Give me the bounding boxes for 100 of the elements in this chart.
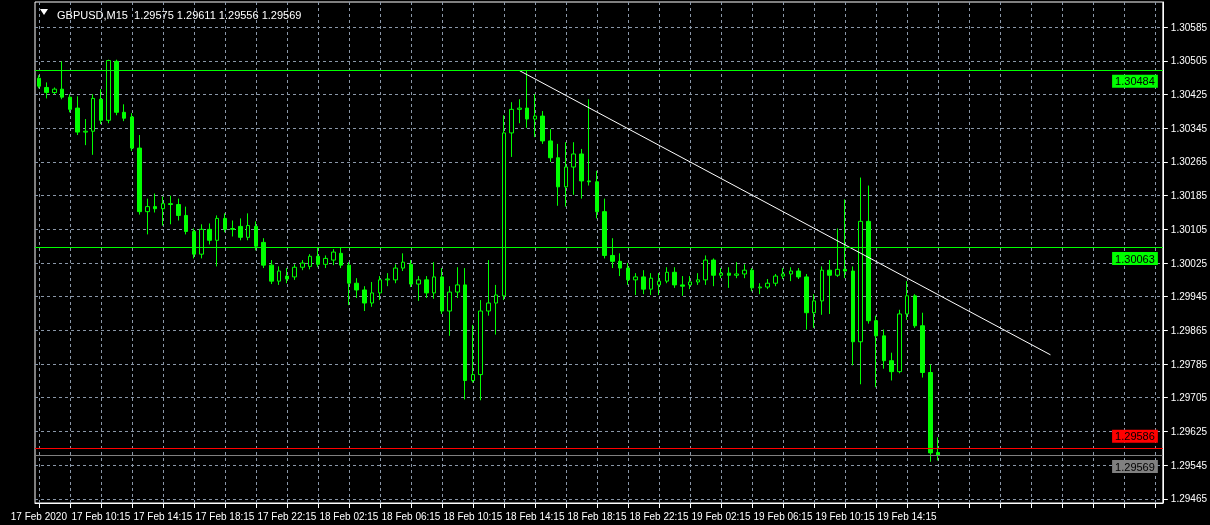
candlestick [52, 86, 57, 95]
candlestick [409, 259, 413, 288]
y-tick-label: 1.30185 [1170, 190, 1208, 202]
y-tick-label: 1.29945 [1170, 291, 1208, 303]
candlestick [401, 252, 405, 272]
candlestick [99, 88, 103, 125]
candlestick [734, 261, 739, 279]
x-tick-label: 19 Feb 10:15 [815, 510, 875, 522]
candlestick [649, 272, 653, 296]
candlestick [184, 206, 188, 235]
candlestick [494, 284, 498, 336]
candlestick [122, 103, 126, 122]
candlestick [680, 275, 685, 297]
candlestick [882, 329, 886, 370]
candlestick [416, 275, 421, 302]
x-tick-label: 17 Feb 22:15 [257, 510, 317, 522]
x-tick-label: 17 Feb 14:15 [133, 510, 193, 522]
candlestick [851, 265, 855, 366]
candlestick [804, 273, 809, 331]
candlestick [509, 101, 514, 158]
candlestick [269, 259, 274, 285]
candlestick [657, 272, 661, 296]
candlestick [688, 275, 692, 290]
candlestick [246, 212, 250, 241]
candlestick [641, 269, 646, 295]
text: GBPUSD,M15 1.29575 1.29611 1.29556 1.29569 [57, 8, 302, 21]
y-tick-label: 1.30585 [1170, 21, 1208, 33]
x-tick-label: 18 Feb 22:15 [629, 510, 689, 522]
candlestick [920, 312, 925, 379]
candlestick [300, 259, 305, 271]
y-tick-label: 1.29545 [1170, 459, 1208, 471]
candlestick [633, 272, 638, 296]
candlestick [719, 267, 723, 279]
candlestick [68, 93, 72, 113]
candlestick [440, 267, 444, 315]
candlestick [711, 257, 716, 287]
x-tick-label: 19 Feb 02:15 [691, 510, 751, 522]
candlestick [727, 266, 731, 289]
candlestick [161, 196, 165, 227]
candlestick [370, 281, 374, 308]
candlestick [812, 293, 816, 329]
candlestick [905, 280, 909, 321]
candlestick [540, 110, 545, 145]
y-tick-label: 1.30345 [1170, 122, 1208, 134]
candlestick [91, 93, 95, 156]
y-tick-label: 1.30025 [1170, 257, 1208, 269]
candlestick [579, 148, 584, 200]
candlestick [223, 212, 227, 233]
candlestick [874, 315, 878, 388]
candlestick [486, 259, 491, 317]
candlestick [323, 254, 328, 269]
candlestick [703, 254, 708, 286]
candlestick [928, 363, 933, 463]
candlestick [571, 141, 576, 196]
candlestick [432, 261, 436, 300]
x-tick-label: 18 Feb 18:15 [567, 510, 627, 522]
candlestick [750, 267, 754, 292]
candlestick [796, 267, 801, 280]
ref-line-label: 1.30063 [1115, 252, 1155, 265]
y-tick-label: 1.30425 [1170, 89, 1208, 101]
y-tick-label: 1.29705 [1170, 392, 1208, 404]
candlestick [37, 74, 41, 89]
candlestick [145, 198, 150, 235]
candlestick [455, 266, 460, 299]
candlestick [478, 299, 483, 401]
candlestick [742, 263, 747, 279]
x-tick-label: 18 Feb 14:15 [505, 510, 565, 522]
candlestick [773, 273, 778, 287]
x-tick-label: 17 Feb 18:15 [195, 510, 255, 522]
candlestick [789, 266, 793, 282]
x-tick-label: 18 Feb 02:15 [319, 510, 379, 522]
ref-line-label: 1.29569 [1115, 460, 1155, 473]
candlestick [827, 259, 832, 315]
candlestick [176, 198, 181, 221]
candlestick [168, 195, 173, 225]
candlestick [889, 352, 894, 381]
candlestick [393, 263, 398, 284]
candlestick [672, 266, 677, 289]
candlestick [385, 272, 390, 287]
candlestick [277, 265, 281, 286]
ref-line-label: 1.29586 [1115, 430, 1155, 443]
x-tick-label: 19 Feb 14:15 [877, 510, 937, 522]
candlestick [308, 253, 312, 270]
candlestick [820, 265, 824, 316]
y-tick-label: 1.30265 [1170, 156, 1208, 168]
candlestick [548, 128, 553, 163]
candlestick [618, 252, 622, 277]
y-tick-label: 1.29865 [1170, 324, 1208, 336]
candlestick [765, 278, 770, 290]
candlestick [556, 143, 560, 207]
y-tick-label: 1.29625 [1170, 425, 1208, 437]
candlestick [463, 267, 467, 400]
candlestick [362, 285, 367, 312]
y-tick-label: 1.30105 [1170, 223, 1208, 235]
candlestick [471, 324, 475, 384]
candlestick [595, 170, 599, 219]
candlestick [936, 436, 940, 461]
candlestick [781, 267, 785, 280]
candlestick [533, 93, 537, 138]
y-tick-label: 1.29785 [1170, 358, 1208, 370]
